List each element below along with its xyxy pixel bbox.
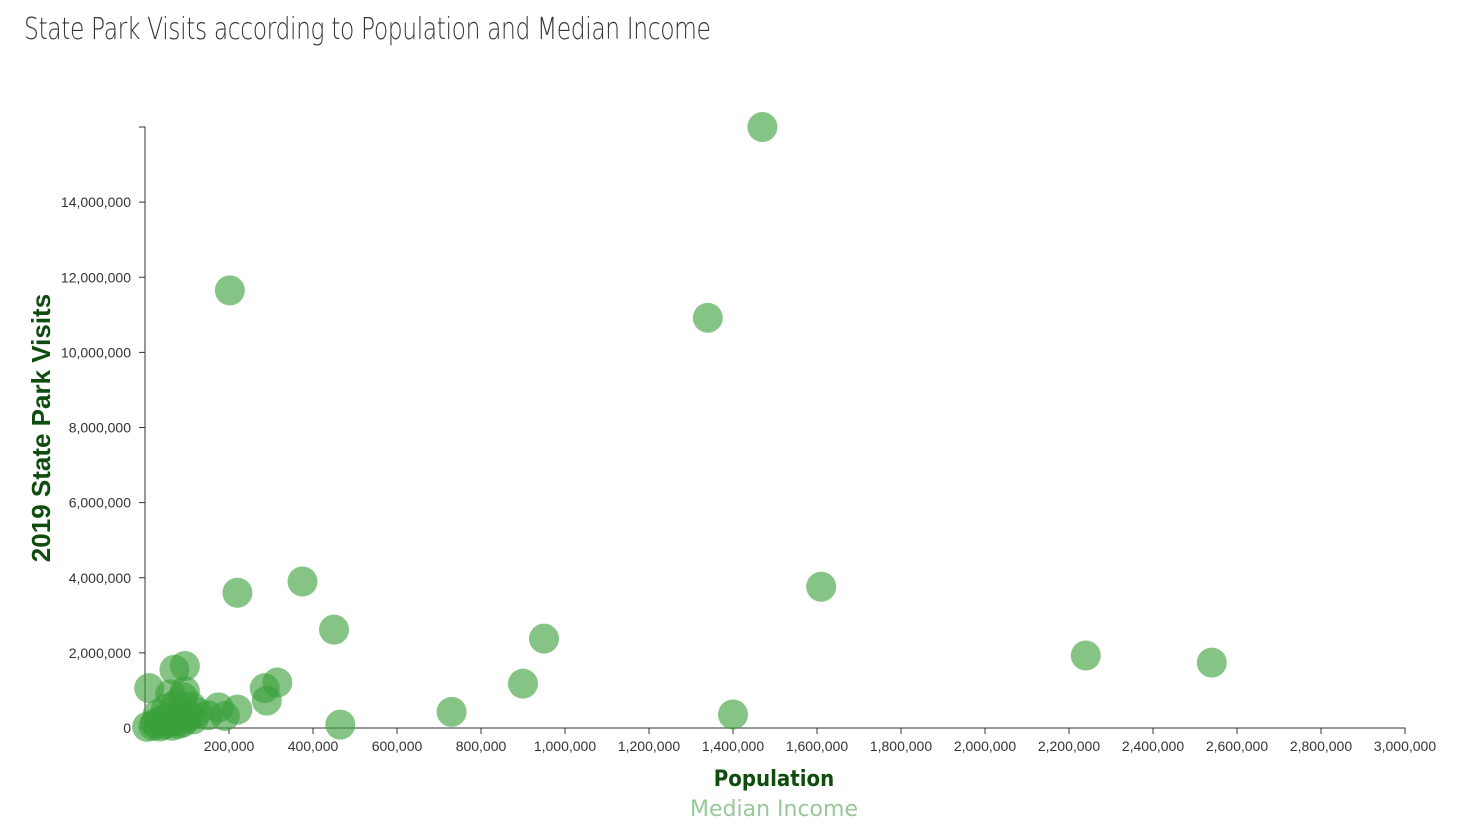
data-point[interactable] (508, 668, 538, 699)
data-point[interactable] (692, 302, 723, 333)
data-point[interactable] (436, 696, 467, 727)
y-tick-label: 4,000,000 (69, 570, 131, 586)
data-point[interactable] (178, 704, 209, 735)
x-tick-label: 400,000 (288, 738, 339, 754)
data-point[interactable] (138, 710, 169, 741)
y-tick-label: 14,000,000 (61, 194, 131, 210)
x-tick-label: 600,000 (372, 738, 423, 754)
x-tick-label: 2,200,000 (1038, 738, 1100, 754)
y-tick-label: 12,000,000 (61, 269, 131, 285)
y-axis: 0 2,000,000 4,000,000 6,000,000 8,000,000 10,… (61, 126, 146, 736)
y-tick-label: 8,000,000 (69, 420, 131, 436)
data-point[interactable] (529, 623, 559, 654)
x-axis-option-population[interactable]: Population (714, 767, 834, 792)
data-point[interactable] (287, 566, 318, 597)
data-point[interactable] (251, 685, 282, 716)
data-point[interactable] (806, 571, 837, 602)
x-tick-label: 2,400,000 (1122, 738, 1184, 754)
x-tick-label: 1,800,000 (870, 738, 932, 754)
data-point[interactable] (319, 614, 349, 645)
x-tick-label: 3,000,000 (1374, 738, 1436, 754)
data-point[interactable] (1196, 647, 1227, 678)
x-tick-label: 200,000 (204, 738, 255, 754)
y-tick-label: 10,000,000 (61, 344, 131, 360)
x-axis-option-median-income[interactable]: Median Income (690, 797, 858, 822)
y-axis-label: 2019 State Park Visits (26, 294, 56, 562)
x-tick-label: 1,200,000 (618, 738, 680, 754)
data-point[interactable] (747, 112, 778, 142)
x-tick-label: 1,600,000 (786, 738, 848, 754)
x-axis: 200,000 400,000 600,000 800,000 1,000,000 1,2… (144, 727, 1436, 754)
data-point[interactable] (209, 700, 240, 731)
y-tick-label: 2,000,000 (69, 645, 131, 661)
data-point[interactable] (222, 577, 253, 608)
y-tick-label: 0 (123, 720, 131, 736)
x-tick-label: 1,400,000 (702, 738, 764, 754)
data-point[interactable] (1070, 640, 1101, 671)
data-point[interactable] (718, 699, 748, 730)
x-tick-label: 2,800,000 (1290, 738, 1352, 754)
x-tick-label: 2,600,000 (1206, 738, 1268, 754)
x-tick-label: 2,000,000 (954, 738, 1016, 754)
data-point[interactable] (214, 275, 245, 306)
data-points (132, 112, 1227, 742)
x-tick-label: 800,000 (456, 738, 507, 754)
x-tick-label: 1,000,000 (534, 738, 596, 754)
chart-title: State Park Visits according to Populatio… (24, 12, 711, 47)
y-tick-label: 6,000,000 (69, 495, 131, 511)
data-point[interactable] (325, 709, 356, 740)
